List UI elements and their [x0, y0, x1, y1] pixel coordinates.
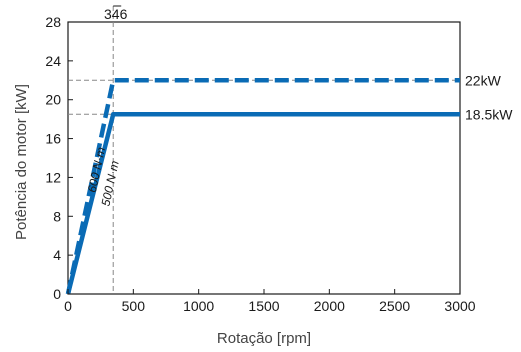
x-tick-label-2: 1000	[183, 298, 214, 314]
y-tick-label-4: 16	[45, 131, 61, 147]
x-tick-label-1: 500	[122, 298, 146, 314]
y-tick-label-0: 0	[53, 286, 61, 302]
y-tick-label-7: 28	[45, 14, 61, 30]
x-tick-label-6: 3000	[444, 298, 475, 314]
right-label-1: 18.5kW	[465, 106, 513, 122]
right-label-0: 22kW	[465, 72, 502, 88]
x-axis-label: Rotação [rpm]	[217, 330, 311, 347]
y-tick-label-1: 4	[53, 247, 61, 263]
y-tick-label-3: 12	[45, 169, 61, 185]
y-tick-label-5: 20	[45, 92, 61, 108]
x-tick-label-0: 0	[64, 298, 72, 314]
y-axis-label: Potência do motor [kW]	[13, 84, 30, 240]
y-tick-label-6: 24	[45, 53, 61, 69]
x-tick-label-3: 1500	[248, 298, 279, 314]
y-tick-label-2: 8	[53, 208, 61, 224]
series-line-0	[65, 78, 460, 295]
reference-x-label: 346	[104, 6, 128, 22]
plot-frame	[67, 21, 461, 295]
x-tick-label-5: 2500	[379, 298, 410, 314]
x-tick-label-4: 2000	[314, 298, 345, 314]
series-line-1	[65, 112, 460, 295]
